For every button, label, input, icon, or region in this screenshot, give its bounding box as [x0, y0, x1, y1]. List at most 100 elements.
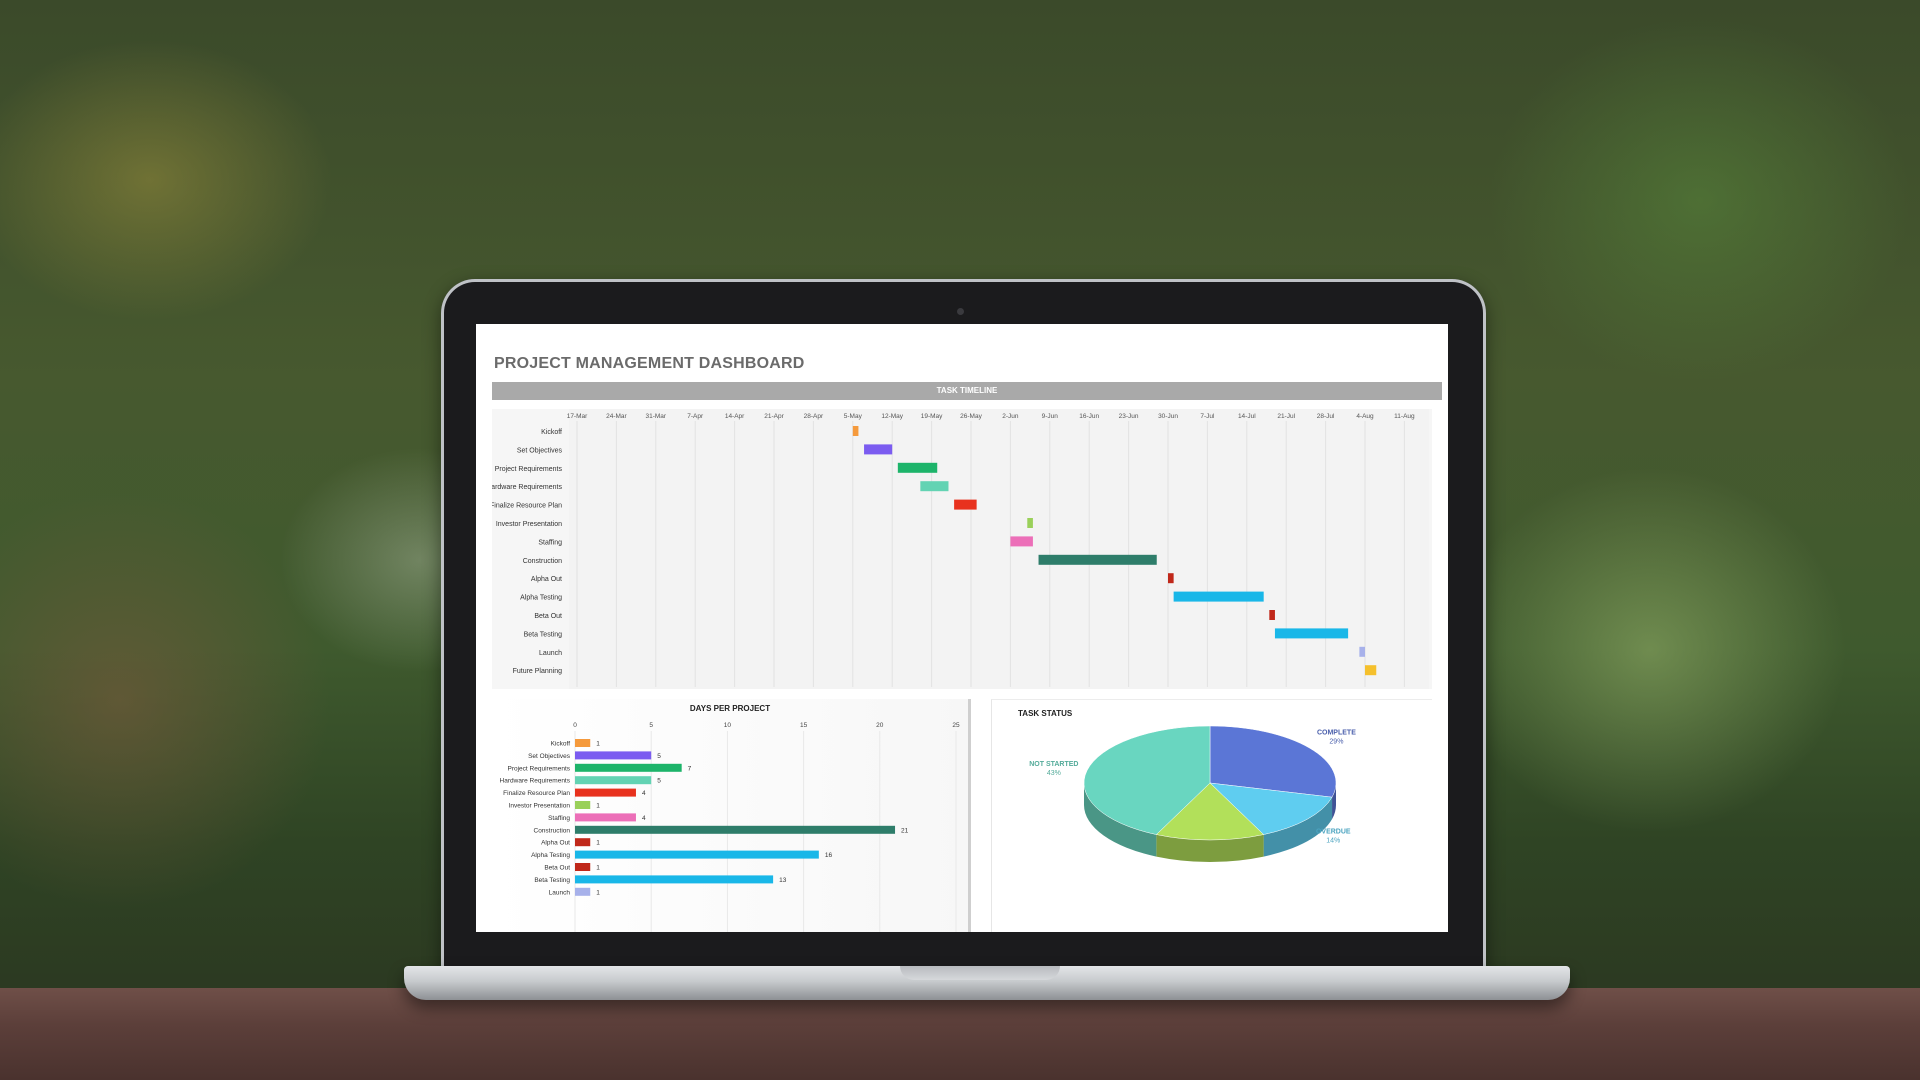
days-value-label: 5 [657, 753, 661, 760]
days-category-label: Kickoff [551, 741, 571, 748]
gantt-tick-label: 9-Jun [1042, 413, 1059, 420]
gantt-bar [1038, 554, 1157, 565]
gantt-tick-label: 19-May [921, 413, 943, 420]
pie-slice-side [1263, 797, 1333, 857]
days-value-label: 4 [642, 815, 646, 822]
gantt-task-label: Future Planning [513, 668, 563, 675]
days-value-label: 1 [596, 865, 600, 872]
gantt-task-label: Project Requirements [495, 466, 563, 473]
days-category-label: Set Objectives [528, 753, 571, 760]
gantt-bar [1359, 646, 1365, 657]
days-category-label: Beta Out [544, 865, 570, 872]
days-bar [575, 801, 591, 809]
days-value-label: 7 [688, 765, 692, 772]
gantt-task-label: Beta Testing [524, 631, 563, 638]
days-tick-label: 15 [800, 722, 808, 729]
days-bar [575, 838, 591, 847]
days-category-label: Investor Presentation [509, 803, 571, 810]
gantt-bar [1274, 628, 1349, 639]
days-value-label: 16 [825, 852, 833, 859]
gantt-task-label: Set Objectives [517, 447, 563, 454]
gantt-bar [1168, 573, 1174, 584]
gantt-tick-label: 7-Jul [1200, 413, 1215, 420]
gantt-tick-label: 28-Jul [1317, 413, 1335, 420]
days-bar [575, 763, 682, 772]
gantt-tick-label: 17-Mar [567, 413, 588, 420]
days-bar [575, 887, 591, 896]
gantt-tick-label: 24-Mar [606, 413, 627, 420]
days-tick-label: 20 [876, 722, 884, 729]
days-tick-label: 25 [952, 722, 960, 729]
days-value-label: 4 [642, 790, 646, 797]
days-value-label: 13 [779, 877, 787, 884]
gantt-bar [864, 444, 893, 455]
days-bar [575, 863, 591, 871]
gantt-task-label: Kickoff [541, 429, 562, 436]
days-per-project-panel: DAYS PER PROJECT 0 5 10 15 20 25 Kickoff 1 Set O… [492, 699, 971, 932]
status-chart-svg: TASK STATUS COMPLETE 29% OVERDUE 14% NOT STA… [1018, 709, 1356, 862]
laptop-opening-notch [900, 966, 1060, 980]
gantt-plot-area [569, 409, 1429, 689]
gantt-tick-label: 5-May [844, 413, 863, 420]
gantt-tick-label: 11-Aug [1394, 413, 1415, 420]
gantt-tick-label: 2-Jun [1002, 413, 1019, 420]
pie-slice-label: OVERDUE [1316, 828, 1351, 835]
gantt-task-label: Launch [539, 650, 562, 657]
days-category-label: Staffing [548, 815, 570, 822]
days-bar [575, 875, 774, 884]
gantt-tick-label: 30-Jun [1158, 413, 1178, 420]
gantt-tick-label: 12-May [881, 413, 903, 420]
page-title: PROJECT MANAGEMENT DASHBOARD [494, 355, 805, 372]
gantt-task-label: Staffing [538, 539, 562, 546]
gantt-bar [954, 499, 977, 510]
gantt-tick-label: 21-Jul [1277, 413, 1295, 420]
gantt-tick-label: 28-Apr [804, 413, 824, 420]
pie-slice [1209, 782, 1333, 835]
gantt-tick-label: 7-Apr [687, 413, 704, 420]
pie-slice-percent: 29% [1329, 739, 1343, 746]
status-chart-title: TASK STATUS [1018, 709, 1073, 718]
pie-slice-percent: 14% [1326, 837, 1340, 844]
gantt-task-label: Alpha Out [531, 576, 562, 583]
days-value-label: 5 [657, 778, 661, 785]
gantt-svg: 17-Mar 24-Mar 31-Mar 7-Apr 14-Apr 21-Apr 28-Ap… [492, 409, 1429, 689]
gantt-bar [1010, 536, 1033, 547]
dashboard-screen: PROJECT MANAGEMENT DASHBOARD TASK TIMELI… [476, 324, 1448, 932]
pie-slice-side [1332, 783, 1336, 820]
days-value-label: 1 [596, 840, 600, 847]
gantt-tick-label: 23-Jun [1119, 413, 1139, 420]
days-bar [575, 825, 896, 834]
days-category-label: Alpha Testing [531, 852, 570, 859]
days-bar [575, 813, 636, 822]
pie-slice [1083, 725, 1211, 835]
days-category-label: Finalize Resource Plan [503, 790, 570, 797]
webcam-icon [957, 308, 964, 315]
gantt-task-label: Hardware Requirements [492, 484, 562, 491]
days-category-label: Project Requirements [508, 765, 571, 772]
days-tick-label: 0 [573, 722, 577, 729]
days-value-label: 1 [596, 803, 600, 810]
days-bar [575, 776, 652, 785]
gantt-tick-label: 16-Jun [1079, 413, 1099, 420]
gantt-task-label: Beta Out [534, 613, 562, 620]
wooden-table [0, 988, 1920, 1080]
gantt-bar [1027, 518, 1033, 528]
pie-slice-percent: 43% [1047, 770, 1061, 777]
gantt-task-label: Finalize Resource Plan [492, 503, 562, 510]
pie-slice [1209, 725, 1337, 798]
days-tick-label: 5 [649, 722, 653, 729]
pie-slice-side [1156, 834, 1264, 862]
gantt-tick-label: 31-Mar [646, 413, 667, 420]
task-status-panel: TASK STATUS COMPLETE 29% OVERDUE 14% NOT STA… [991, 699, 1432, 932]
days-bar [575, 788, 636, 797]
gantt-bar [1173, 591, 1264, 602]
pie-slice-label: COMPLETE [1317, 730, 1356, 737]
days-category-label: Construction [534, 827, 571, 834]
days-bar [575, 751, 652, 760]
days-value-label: 21 [901, 827, 909, 834]
gantt-tick-label: 14-Apr [725, 413, 745, 420]
days-category-label: Hardware Requirements [500, 778, 571, 785]
pie-slice-side [1084, 783, 1157, 857]
gantt-bar [1365, 665, 1377, 676]
